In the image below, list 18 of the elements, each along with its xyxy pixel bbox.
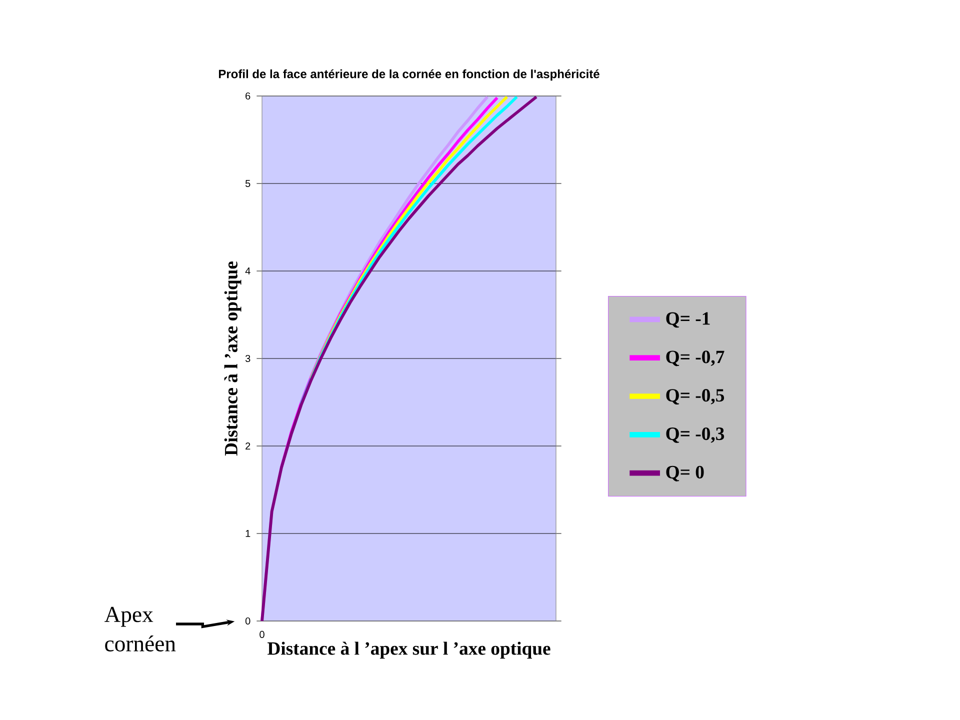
line-series [260,95,538,622]
legend-label: Q= -0,5 [666,389,724,404]
y-tick-label: 5 [245,180,250,187]
legend-label: Q= 0 [666,466,704,482]
y-axis-title: Distance à l ’axe optique [224,262,242,456]
text: 0 [260,630,264,638]
legend-label: Q= -1 [666,312,710,328]
y-tick-label: 4 [245,268,250,274]
y-tick-label: 3 [245,354,250,362]
y-tick-label: 0 [245,617,250,625]
legend-label: Q= -0,7 [666,350,724,366]
y-tick-label: 2 [246,442,250,450]
x-axis-title: Distance à l ’apex sur l ’axe optique [268,642,550,659]
chart-title: Profil de la face antérieure de la cornée en fonction de l'asphéricité [218,69,600,81]
y-tick-label: 6 [246,92,250,100]
legend-label: Q= -0,3 [666,427,724,443]
text: Apex cornéen [104,606,176,652]
y-tick-label: 1 [246,530,250,537]
